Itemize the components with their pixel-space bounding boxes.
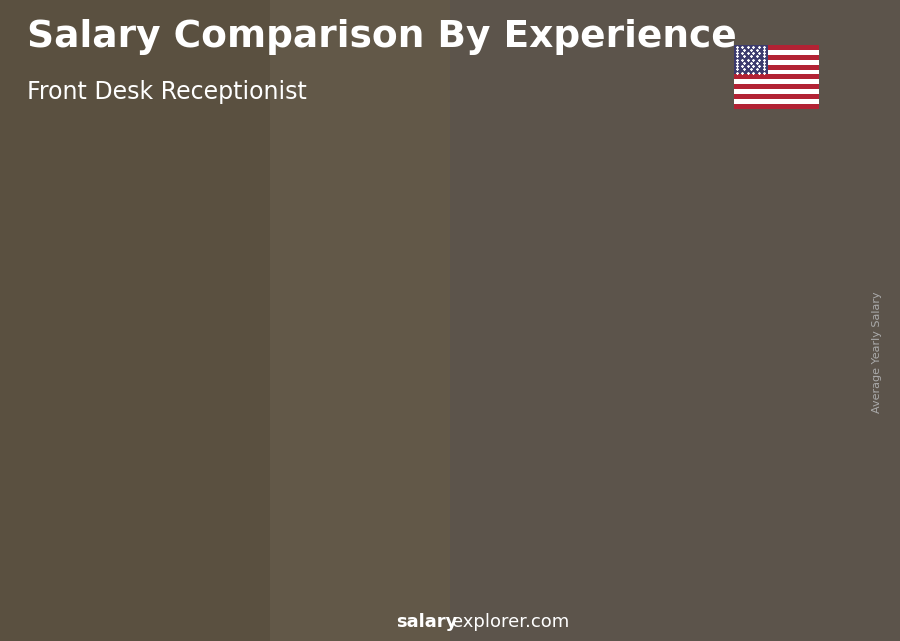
Text: 25,900 USD: 25,900 USD [47,455,138,470]
Polygon shape [317,322,403,325]
Polygon shape [78,440,164,442]
Polygon shape [269,394,284,564]
Text: explorer.com: explorer.com [452,613,569,631]
Polygon shape [676,224,762,229]
Text: 61,900 USD: 61,900 USD [406,286,497,301]
Bar [734,85,819,89]
Polygon shape [628,253,643,564]
Bar [556,257,628,564]
Text: 35,700 USD: 35,700 USD [166,409,257,424]
Bar [734,89,819,94]
Bar [197,396,269,564]
Text: Front Desk Receptionist: Front Desk Receptionist [27,80,307,104]
Polygon shape [389,322,403,564]
Bar [734,104,819,109]
Text: Salary Comparison By Experience: Salary Comparison By Experience [27,19,737,55]
Polygon shape [436,269,523,273]
Text: 71,200 USD: 71,200 USD [645,242,735,257]
Text: salary: salary [396,613,457,631]
Polygon shape [149,440,164,564]
Bar [734,79,819,85]
Bar [436,273,508,564]
Polygon shape [556,253,643,257]
Text: +6%: +6% [497,178,568,206]
Text: +22%: +22% [368,194,458,222]
Bar [734,45,768,74]
Polygon shape [748,224,762,564]
Bar [734,45,819,50]
Bar [317,325,389,564]
Text: 50,800 USD: 50,800 USD [286,338,377,353]
Text: 65,300 USD: 65,300 USD [526,270,617,285]
Bar [450,0,900,641]
Bar [78,442,149,564]
Text: Average Yearly Salary: Average Yearly Salary [872,292,883,413]
Bar [734,99,819,104]
Text: +38%: +38% [129,317,219,345]
Bar [676,229,748,564]
Bar [734,54,819,60]
Bar [734,65,819,69]
Polygon shape [508,269,523,564]
Bar [734,69,819,74]
Bar [734,60,819,65]
Bar [734,94,819,99]
Polygon shape [197,394,284,396]
Bar [734,74,819,79]
Bar [734,50,819,54]
Text: +9%: +9% [616,151,688,179]
Bar [270,0,900,641]
Text: +42%: +42% [248,247,338,274]
